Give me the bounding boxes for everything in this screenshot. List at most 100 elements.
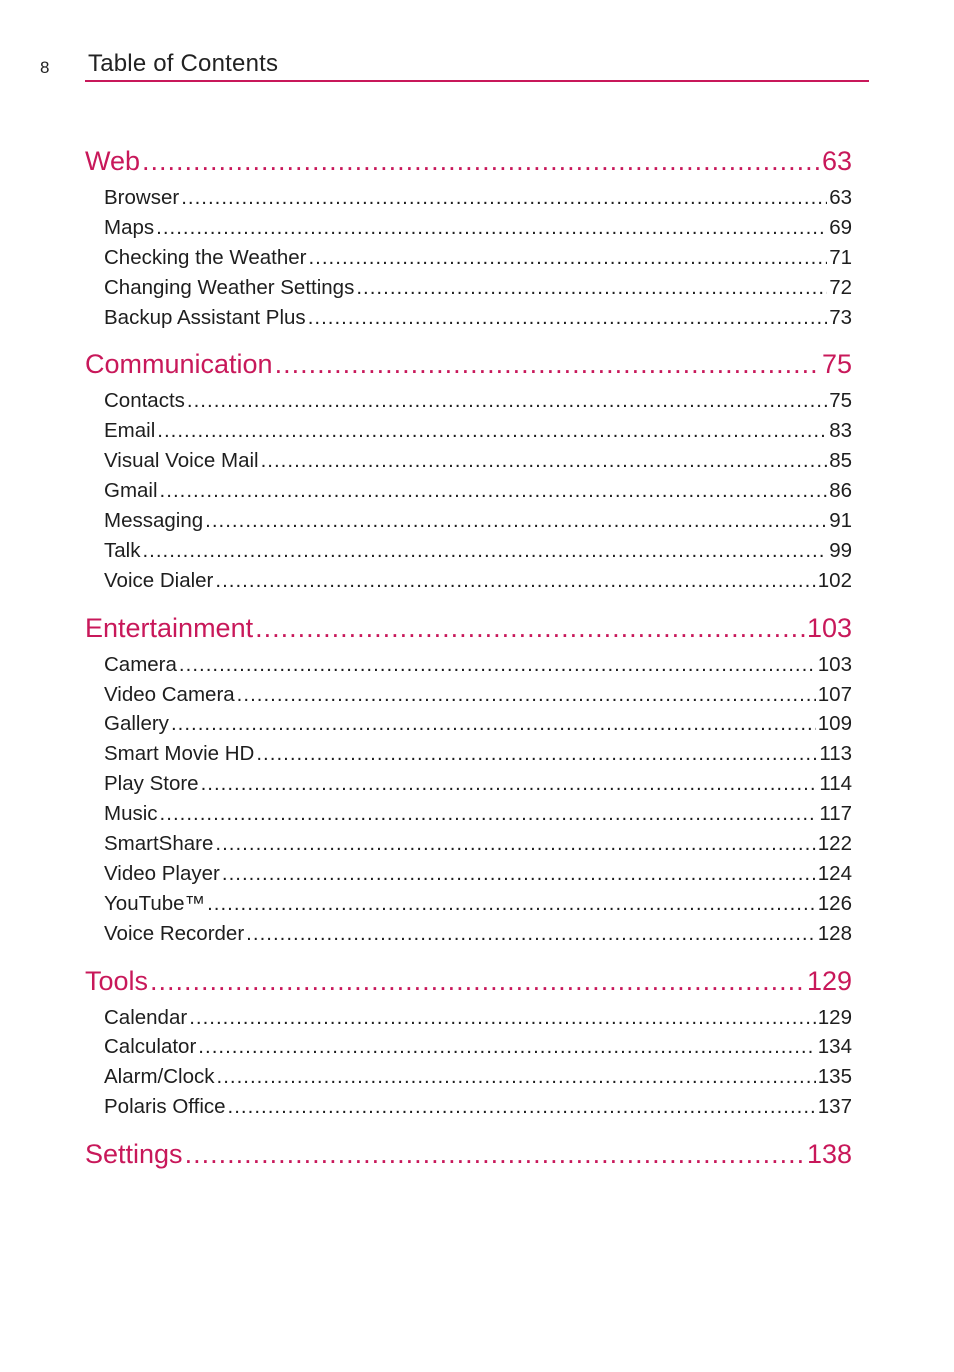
entry-page-number: 75 <box>829 389 852 413</box>
section-title: Settings <box>85 1139 183 1170</box>
toc-entry[interactable]: Visual Voice Mail 85 <box>85 449 852 479</box>
toc-section-heading[interactable]: Tools 129 <box>85 966 852 1006</box>
entry-page-number: 83 <box>829 419 852 443</box>
toc-entry[interactable]: Voice Dialer 102 <box>85 569 852 599</box>
section-page-number: 75 <box>821 349 852 380</box>
entry-title: Messaging <box>104 509 204 533</box>
entry-title: Smart Movie HD <box>104 742 255 766</box>
dot-leader <box>160 479 828 503</box>
toc-entry[interactable]: Video Camera 107 <box>85 683 852 713</box>
toc-entry[interactable]: Backup Assistant Plus 73 <box>85 306 852 336</box>
toc-entry[interactable]: Gmail 86 <box>85 479 852 509</box>
entry-page-number: 107 <box>817 682 852 706</box>
toc-entry[interactable]: Polaris Office 137 <box>85 1095 852 1125</box>
toc-entry[interactable]: Play Store 114 <box>85 772 852 802</box>
toc-entry[interactable]: Browser 63 <box>85 186 852 216</box>
entry-title: Talk <box>104 538 141 562</box>
dot-leader <box>157 419 827 443</box>
toc-entry[interactable]: Alarm/Clock 135 <box>85 1065 852 1095</box>
entry-page-number: 103 <box>817 652 852 676</box>
dot-leader <box>185 1139 805 1170</box>
toc-entry[interactable]: Changing Weather Settings 72 <box>85 276 852 306</box>
entry-title: SmartShare <box>104 832 214 856</box>
toc-entry[interactable]: Messaging 91 <box>85 509 852 539</box>
dot-leader <box>246 922 816 946</box>
entry-page-number: 137 <box>817 1095 852 1119</box>
dot-leader <box>160 802 818 826</box>
entry-title: Maps <box>104 215 155 239</box>
dot-leader <box>275 349 820 380</box>
toc-section-heading[interactable]: Web 63 <box>85 146 852 186</box>
entry-page-number: 85 <box>829 449 852 473</box>
entry-title: Alarm/Clock <box>104 1065 215 1089</box>
dot-leader <box>181 186 827 210</box>
toc-entry[interactable]: Voice Recorder 128 <box>85 922 852 952</box>
entry-page-number: 117 <box>819 802 852 826</box>
toc-entry[interactable]: Checking the Weather 71 <box>85 246 852 276</box>
entry-title: Voice Dialer <box>104 568 214 592</box>
dot-leader <box>228 1095 816 1119</box>
entry-page-number: 73 <box>829 305 852 329</box>
section-title: Tools <box>85 965 149 996</box>
toc-entry[interactable]: Camera 103 <box>85 653 852 683</box>
toc-section: Communication 75 Contacts 75 Email 83 Visual V… <box>85 349 852 598</box>
dot-leader <box>222 862 816 886</box>
toc-entry[interactable]: Gallery 109 <box>85 712 852 742</box>
toc-section-heading[interactable]: Settings 138 <box>85 1139 852 1179</box>
toc-entry[interactable]: Smart Movie HD 113 <box>85 742 852 772</box>
toc-entry[interactable]: Calendar 129 <box>85 1006 852 1036</box>
entry-page-number: 113 <box>819 742 852 766</box>
toc-entry[interactable]: YouTube™ 126 <box>85 892 852 922</box>
dot-leader <box>217 1065 816 1089</box>
toc-entry[interactable]: Contacts 75 <box>85 389 852 419</box>
entry-page-number: 135 <box>817 1065 852 1089</box>
toc-entry[interactable]: Email 83 <box>85 419 852 449</box>
header-rule <box>85 80 869 82</box>
entry-title: Browser <box>104 186 180 209</box>
entry-title: Contacts <box>104 389 185 413</box>
entry-page-number: 63 <box>829 186 852 209</box>
entry-title: Camera <box>104 652 177 676</box>
toc-entry[interactable]: Music 117 <box>85 802 852 832</box>
toc-entry[interactable]: Video Player 124 <box>85 862 852 892</box>
entry-title: Gmail <box>104 479 158 503</box>
dot-leader <box>256 742 817 766</box>
dot-leader <box>187 389 827 413</box>
toc-entry[interactable]: Maps 69 <box>85 216 852 246</box>
dot-leader <box>308 246 827 270</box>
page-number: 8 <box>40 58 50 77</box>
entry-page-number: 102 <box>817 568 852 592</box>
entry-page-number: 71 <box>829 245 852 269</box>
dot-leader <box>215 569 815 593</box>
entry-page-number: 91 <box>829 509 852 533</box>
section-page-number: 63 <box>821 146 852 176</box>
section-title: Communication <box>85 349 273 380</box>
toc-entry[interactable]: Talk 99 <box>85 539 852 569</box>
entry-title: Voice Recorder <box>104 921 245 945</box>
entry-title: Play Store <box>104 772 199 796</box>
toc-entry[interactable]: Calculator 134 <box>85 1035 852 1065</box>
dot-leader <box>255 613 805 644</box>
entry-title: Checking the Weather <box>104 245 307 269</box>
entry-page-number: 126 <box>817 891 852 915</box>
toc-section-heading[interactable]: Communication 75 <box>85 349 852 389</box>
toc-section-heading[interactable]: Entertainment 103 <box>85 613 852 653</box>
entry-title: Email <box>104 419 156 443</box>
entry-title: Video Camera <box>104 682 235 706</box>
dot-leader <box>150 966 805 997</box>
entry-title: Visual Voice Mail <box>104 449 259 473</box>
entry-page-number: 99 <box>829 538 852 562</box>
dot-leader <box>142 146 820 177</box>
entry-page-number: 114 <box>819 772 852 796</box>
entry-page-number: 134 <box>817 1035 852 1059</box>
table-of-contents: Web 63 Browser 63 Maps 69 Checking the Weather… <box>85 146 852 1193</box>
entry-title: Changing Weather Settings <box>104 275 355 299</box>
dot-leader <box>198 1035 815 1059</box>
toc-entry[interactable]: SmartShare 122 <box>85 832 852 862</box>
section-title: Entertainment <box>85 612 254 643</box>
entry-page-number: 122 <box>817 832 852 856</box>
dot-leader <box>156 216 827 240</box>
toc-section: Entertainment 103 Camera 103 Video Camera 107… <box>85 613 852 952</box>
toc-section: Settings 138 <box>85 1139 852 1179</box>
entry-page-number: 109 <box>817 712 852 736</box>
